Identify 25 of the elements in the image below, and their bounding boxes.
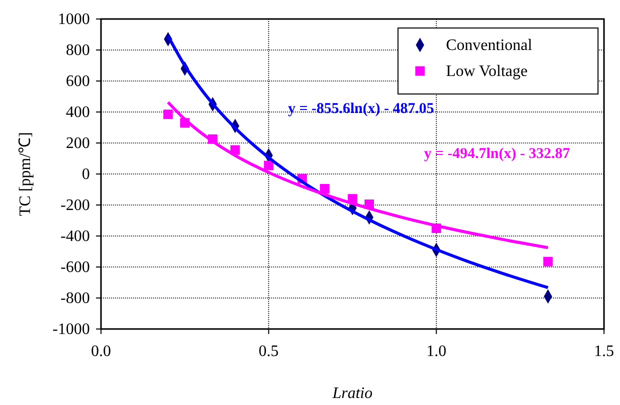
y-tick-label: -400: [60, 228, 90, 246]
y-tick-label: -600: [60, 259, 90, 276]
y-tick-label: 200: [66, 135, 90, 152]
point: [264, 160, 274, 170]
x-tick-label: 0.0: [91, 343, 111, 360]
y-tick-label: 400: [66, 104, 90, 122]
y-tick-label: 1000: [58, 11, 90, 28]
point: [320, 184, 330, 194]
y-tick-label: 800: [66, 42, 90, 60]
y-tick-label: -200: [60, 197, 90, 214]
y-tick-label: -800: [60, 290, 90, 308]
legend-label: Conventional: [446, 37, 533, 54]
legend-label: Low Voltage: [446, 63, 528, 80]
x-axis-title: Lratio: [331, 385, 373, 402]
point: [163, 110, 173, 120]
y-tick-label: 600: [66, 73, 90, 90]
point: [543, 256, 553, 266]
x-tick-label: 1.0: [426, 343, 446, 360]
y-tick-label: 0: [82, 166, 90, 184]
x-tick-label: 0.5: [258, 343, 279, 360]
y-tick-label: -1000: [52, 321, 90, 338]
x-tick-label: 1.5: [594, 343, 614, 360]
y-axis-title: TC [ppm/℃]: [17, 132, 34, 216]
annotation: y = -855.6ln(x) - 487.05: [288, 101, 434, 117]
annotation: y = -494.7ln(x) - 332.87: [424, 146, 571, 162]
